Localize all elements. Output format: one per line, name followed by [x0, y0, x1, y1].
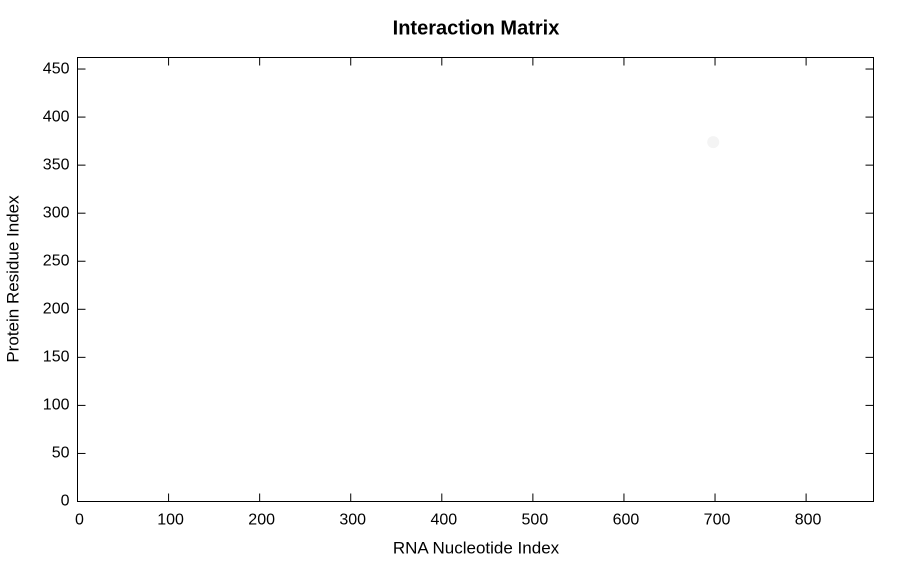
- chart-title: Interaction Matrix: [393, 17, 560, 39]
- y-tick-label: 450: [43, 60, 70, 77]
- y-tick-label: 350: [43, 156, 70, 173]
- y-tick-label: 200: [43, 301, 70, 318]
- x-tick-label: 100: [157, 512, 184, 529]
- y-tick-label: 150: [43, 349, 70, 366]
- y-tick-label: 50: [52, 445, 70, 462]
- x-tick-label: 400: [430, 512, 457, 529]
- plot-frame: [77, 57, 874, 502]
- x-axis-label: RNA Nucleotide Index: [393, 538, 560, 557]
- x-tick-label: 0: [75, 512, 84, 529]
- x-tick-label: 200: [248, 512, 275, 529]
- y-axis-label: Protein Residue Index: [3, 195, 22, 363]
- x-tick-label: 600: [613, 512, 640, 529]
- y-tick-label: 0: [61, 493, 70, 510]
- x-tick-label: 800: [795, 512, 822, 529]
- x-tick-label: 700: [704, 512, 731, 529]
- y-tick-label: 300: [43, 204, 70, 221]
- y-tick-label: 250: [43, 252, 70, 269]
- y-tick-label: 400: [43, 108, 70, 125]
- point: [707, 136, 720, 149]
- y-tick-label: 100: [43, 397, 70, 414]
- x-tick-label: 300: [339, 512, 366, 529]
- x-tick-label: 500: [522, 512, 549, 529]
